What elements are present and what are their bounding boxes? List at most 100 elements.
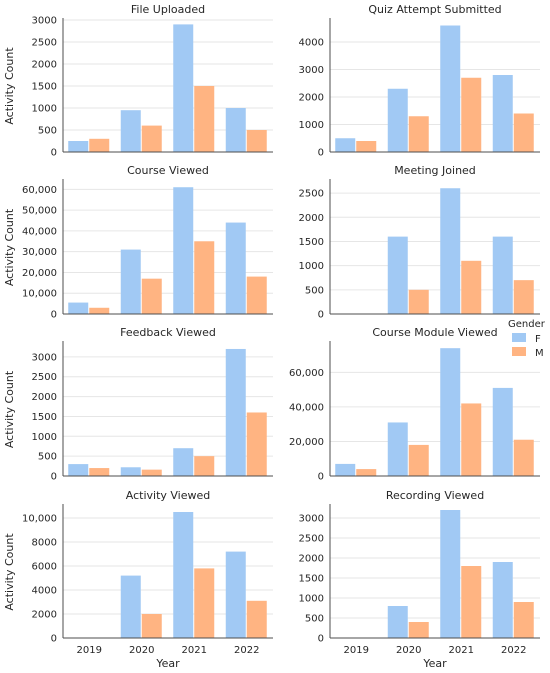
x-tick-label: 2021 — [449, 645, 474, 656]
bar-f-2022 — [225, 222, 246, 314]
y-axis-label: Activity Count — [3, 47, 16, 125]
bar-f-2021 — [173, 187, 194, 314]
y-tick-label: 1000 — [299, 120, 324, 131]
bar-m-2021 — [461, 566, 482, 638]
bar-f-2022 — [225, 348, 246, 476]
bar-m-2022 — [246, 276, 267, 314]
chart-panel-6: 0 20,000 40,000 60,000 Course Module Viewed — [289, 326, 540, 483]
y-tick-label: 20,000 — [289, 437, 324, 448]
y-tick-label: 50,000 — [22, 206, 57, 217]
bar-m-2020 — [141, 469, 162, 476]
y-tick-label: 40,000 — [22, 226, 57, 237]
bar-m-2020 — [408, 622, 429, 638]
legend-label-m: M — [535, 348, 544, 359]
y-tick-label: 0 — [51, 148, 57, 159]
bar-m-2019 — [89, 138, 110, 152]
chart-panel-2: 0 1000 2000 3000 4000 Quiz Attempt Submitted — [299, 3, 540, 159]
y-tick-label: 1000 — [32, 432, 57, 443]
y-tick-label: 0 — [51, 472, 57, 483]
x-tick-label: 2020 — [396, 645, 421, 656]
y-tick-label: 1000 — [32, 104, 57, 115]
bar-m-2020 — [408, 289, 429, 314]
bar-f-2020 — [120, 249, 141, 314]
chart-title: File Uploaded — [131, 3, 205, 16]
legend-swatch-m — [512, 347, 526, 356]
y-tick-label: 2500 — [32, 38, 57, 49]
y-tick-label: 4000 — [299, 38, 324, 49]
chart-panel-4: 0 500 1000 1500 2000 2500 Meeting Joined — [299, 164, 540, 321]
x-tick-label: 2019 — [77, 645, 102, 656]
y-axis-label: Activity Count — [3, 533, 16, 611]
y-tick-label: 1000 — [299, 594, 324, 605]
y-tick-label: 2000 — [299, 213, 324, 224]
y-tick-label: 2000 — [32, 60, 57, 71]
y-tick-label: 0 — [318, 310, 324, 321]
bar-f-2020 — [387, 606, 408, 638]
bar-m-2021 — [194, 86, 215, 152]
bar-f-2022 — [492, 387, 513, 476]
bar-m-2020 — [141, 614, 162, 638]
bar-f-2020 — [120, 110, 141, 152]
y-tick-label: 4000 — [32, 586, 57, 597]
y-tick-label: 0 — [51, 634, 57, 645]
x-axis-label: Year — [155, 657, 180, 670]
bar-f-2021 — [173, 512, 194, 638]
y-tick-label: 500 — [305, 614, 324, 625]
bar-m-2019 — [356, 141, 377, 152]
legend-swatch-f — [512, 333, 526, 342]
x-axis-label: Year — [422, 657, 447, 670]
y-axis-label: Activity Count — [3, 370, 16, 448]
y-tick-label: 2500 — [299, 189, 324, 200]
x-tick-label: 2020 — [129, 645, 154, 656]
bar-f-2022 — [492, 562, 513, 638]
bar-m-2021 — [461, 260, 482, 314]
chart-panel-8: 0 500 1000 1500 2000 2500 3000 Recording Viewed… — [299, 489, 540, 670]
bar-m-2022 — [513, 439, 534, 476]
y-tick-label: 0 — [51, 310, 57, 321]
y-tick-label: 1000 — [299, 261, 324, 272]
y-tick-label: 0 — [318, 472, 324, 483]
y-tick-label: 3000 — [32, 352, 57, 363]
bar-m-2020 — [141, 278, 162, 314]
bar-m-2019 — [89, 468, 110, 476]
bar-m-2022 — [246, 130, 267, 152]
y-tick-label: 10,000 — [22, 514, 57, 525]
y-tick-label: 500 — [305, 285, 324, 296]
bar-f-2021 — [440, 25, 461, 152]
bar-m-2020 — [408, 444, 429, 476]
y-tick-label: 2000 — [32, 392, 57, 403]
y-tick-label: 2000 — [32, 610, 57, 621]
bar-f-2021 — [440, 348, 461, 476]
bar-m-2019 — [89, 307, 110, 314]
y-tick-label: 0 — [318, 634, 324, 645]
bar-m-2022 — [246, 412, 267, 476]
y-tick-label: 2500 — [32, 372, 57, 383]
y-tick-label: 500 — [38, 452, 57, 463]
chart-title: Quiz Attempt Submitted — [368, 3, 501, 16]
y-tick-label: 1500 — [299, 574, 324, 585]
bar-m-2020 — [141, 125, 162, 152]
chart-panel-5: 0 500 1000 1500 2000 2500 3000 Feedback Viewed A… — [3, 326, 273, 483]
chart-panel-1: 0 500 1000 1500 2000 2500 3000 File Uploaded Act… — [3, 3, 273, 159]
bar-f-2022 — [492, 236, 513, 314]
y-tick-label: 2000 — [299, 93, 324, 104]
y-tick-label: 1500 — [32, 82, 57, 93]
x-tick-label: 2019 — [344, 645, 369, 656]
bar-f-2022 — [225, 108, 246, 152]
chart-panel-3: 0 10,000 20,000 30,000 40,000 50,000 60,000 Cou… — [3, 164, 273, 321]
bar-f-2021 — [173, 24, 194, 152]
legend: Gender F M — [508, 319, 546, 359]
y-tick-label: 1500 — [299, 237, 324, 248]
bar-f-2019 — [335, 138, 356, 152]
bar-f-2020 — [387, 236, 408, 314]
bar-f-2020 — [120, 575, 141, 638]
y-tick-label: 3000 — [299, 514, 324, 525]
y-tick-label: 0 — [318, 148, 324, 159]
bar-f-2022 — [225, 551, 246, 638]
chart-panel-7: 0 2000 4000 6000 8000 10,000 Activity Viewed Ac… — [3, 489, 273, 670]
y-tick-label: 6000 — [32, 562, 57, 573]
x-tick-label: 2022 — [234, 645, 259, 656]
chart-title: Course Viewed — [127, 164, 209, 177]
x-tick-label: 2021 — [182, 645, 207, 656]
